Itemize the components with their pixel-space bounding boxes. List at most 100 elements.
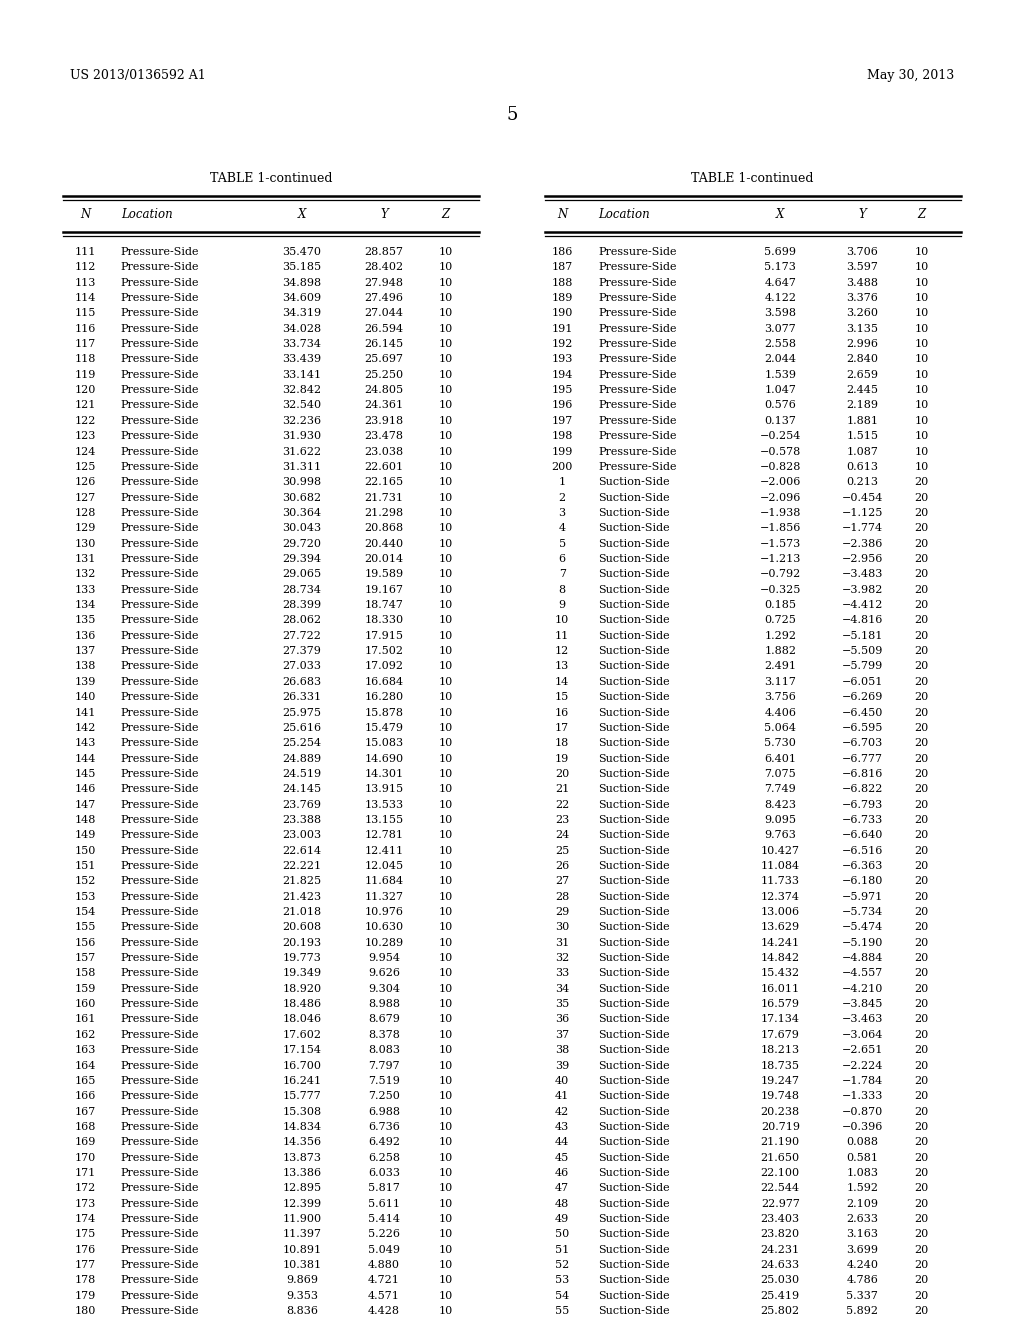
Text: 34: 34	[555, 983, 569, 994]
Text: 33.439: 33.439	[283, 355, 322, 364]
Text: 199: 199	[552, 446, 572, 457]
Text: 26.331: 26.331	[283, 692, 322, 702]
Text: −5.734: −5.734	[842, 907, 883, 917]
Text: 24.231: 24.231	[761, 1245, 800, 1255]
Text: −6.703: −6.703	[842, 738, 883, 748]
Text: 10: 10	[438, 1092, 453, 1101]
Text: 34.028: 34.028	[283, 323, 322, 334]
Text: Pressure-Side: Pressure-Side	[121, 768, 200, 779]
Text: Pressure-Side: Pressure-Side	[121, 1168, 200, 1177]
Text: 142: 142	[75, 723, 95, 733]
Text: 20: 20	[914, 478, 929, 487]
Text: 10: 10	[438, 631, 453, 640]
Text: Suction-Side: Suction-Side	[598, 692, 670, 702]
Text: 10: 10	[438, 277, 453, 288]
Text: 16.684: 16.684	[365, 677, 403, 686]
Text: US 2013/0136592 A1: US 2013/0136592 A1	[70, 69, 206, 82]
Text: 196: 196	[552, 400, 572, 411]
Text: 119: 119	[75, 370, 95, 380]
Text: 133: 133	[75, 585, 95, 595]
Text: −1.573: −1.573	[760, 539, 801, 549]
Text: 10.630: 10.630	[365, 923, 403, 932]
Text: Pressure-Side: Pressure-Side	[121, 645, 200, 656]
Text: 14.834: 14.834	[283, 1122, 322, 1133]
Text: 164: 164	[75, 1060, 95, 1071]
Text: 145: 145	[75, 768, 95, 779]
Text: −6.051: −6.051	[842, 677, 883, 686]
Text: Suction-Side: Suction-Side	[598, 738, 670, 748]
Text: 22.601: 22.601	[365, 462, 403, 471]
Text: 10: 10	[438, 677, 453, 686]
Text: −4.210: −4.210	[842, 983, 883, 994]
Text: 156: 156	[75, 937, 95, 948]
Text: 50: 50	[555, 1229, 569, 1239]
Text: Pressure-Side: Pressure-Side	[121, 892, 200, 902]
Text: 20: 20	[914, 1214, 929, 1224]
Text: Pressure-Side: Pressure-Side	[598, 247, 677, 257]
Text: 4.786: 4.786	[846, 1275, 879, 1286]
Text: Pressure-Side: Pressure-Side	[121, 1092, 200, 1101]
Text: Suction-Side: Suction-Side	[598, 754, 670, 763]
Text: 18: 18	[555, 738, 569, 748]
Text: 24.633: 24.633	[761, 1261, 800, 1270]
Text: 172: 172	[75, 1183, 95, 1193]
Text: 20: 20	[555, 768, 569, 779]
Text: Pressure-Side: Pressure-Side	[598, 370, 677, 380]
Text: 10: 10	[438, 539, 453, 549]
Text: 15: 15	[555, 692, 569, 702]
Text: 5: 5	[559, 539, 565, 549]
Text: 10: 10	[438, 861, 453, 871]
Text: 20: 20	[914, 569, 929, 579]
Text: Suction-Side: Suction-Side	[598, 601, 670, 610]
Text: 6.033: 6.033	[368, 1168, 400, 1177]
Text: 175: 175	[75, 1229, 95, 1239]
Text: N: N	[80, 209, 90, 222]
Text: 20: 20	[914, 1122, 929, 1133]
Text: 2.558: 2.558	[764, 339, 797, 348]
Text: 8.378: 8.378	[368, 1030, 400, 1040]
Text: 10: 10	[438, 876, 453, 886]
Text: Suction-Side: Suction-Side	[598, 723, 670, 733]
Text: 166: 166	[75, 1092, 95, 1101]
Text: 10: 10	[914, 263, 929, 272]
Text: Pressure-Side: Pressure-Side	[121, 661, 200, 672]
Text: 20: 20	[914, 907, 929, 917]
Text: 19: 19	[555, 754, 569, 763]
Text: 28.734: 28.734	[283, 585, 322, 595]
Text: 27.379: 27.379	[283, 645, 322, 656]
Text: 1.087: 1.087	[846, 446, 879, 457]
Text: Pressure-Side: Pressure-Side	[121, 585, 200, 595]
Text: 28.402: 28.402	[365, 263, 403, 272]
Text: 6: 6	[559, 554, 565, 564]
Text: 5.173: 5.173	[764, 263, 797, 272]
Text: 2.996: 2.996	[846, 339, 879, 348]
Text: 24.519: 24.519	[283, 768, 322, 779]
Text: Pressure-Side: Pressure-Side	[121, 1122, 200, 1133]
Text: 11.397: 11.397	[283, 1229, 322, 1239]
Text: 27.044: 27.044	[365, 309, 403, 318]
Text: 0.613: 0.613	[846, 462, 879, 471]
Text: 10: 10	[438, 446, 453, 457]
Text: Suction-Side: Suction-Side	[598, 1307, 670, 1316]
Text: 45: 45	[555, 1152, 569, 1163]
Text: 10: 10	[438, 554, 453, 564]
Text: 112: 112	[75, 263, 95, 272]
Text: Y: Y	[380, 209, 388, 222]
Text: 25.802: 25.802	[761, 1307, 800, 1316]
Text: Pressure-Side: Pressure-Side	[121, 293, 200, 304]
Text: Pressure-Side: Pressure-Side	[121, 784, 200, 795]
Text: 121: 121	[75, 400, 95, 411]
Text: 9.304: 9.304	[368, 983, 400, 994]
Text: 34.898: 34.898	[283, 277, 322, 288]
Text: 35.185: 35.185	[283, 263, 322, 272]
Text: 3.376: 3.376	[846, 293, 879, 304]
Text: Suction-Side: Suction-Side	[598, 554, 670, 564]
Text: −2.386: −2.386	[842, 539, 883, 549]
Text: 179: 179	[75, 1291, 95, 1300]
Text: −6.516: −6.516	[842, 846, 883, 855]
Text: 124: 124	[75, 446, 95, 457]
Text: 20.440: 20.440	[365, 539, 403, 549]
Text: 10: 10	[438, 1307, 453, 1316]
Text: 10: 10	[438, 585, 453, 595]
Text: Suction-Side: Suction-Side	[598, 953, 670, 964]
